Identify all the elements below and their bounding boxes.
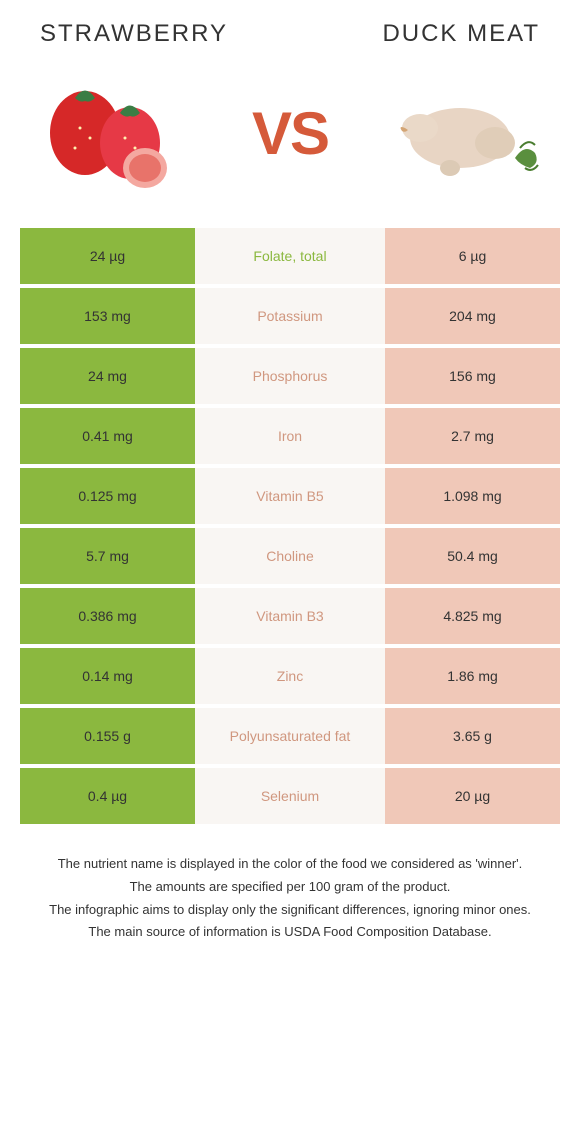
footer-line: The infographic aims to display only the… xyxy=(30,900,550,921)
table-row: 153 mgPotassium204 mg xyxy=(20,288,560,344)
value-right: 50.4 mg xyxy=(385,528,560,584)
nutrient-name: Choline xyxy=(195,528,385,584)
infographic-container: STRAWBERRY DUCK MEAT VS xyxy=(0,0,580,975)
nutrient-name: Potassium xyxy=(195,288,385,344)
nutrient-name: Selenium xyxy=(195,768,385,824)
table-row: 0.155 gPolyunsaturated fat3.65 g xyxy=(20,708,560,764)
footer-notes: The nutrient name is displayed in the co… xyxy=(20,854,560,943)
value-right: 20 µg xyxy=(385,768,560,824)
nutrient-name: Polyunsaturated fat xyxy=(195,708,385,764)
value-right: 6 µg xyxy=(385,228,560,284)
value-right: 4.825 mg xyxy=(385,588,560,644)
table-row: 5.7 mgCholine50.4 mg xyxy=(20,528,560,584)
value-right: 2.7 mg xyxy=(385,408,560,464)
strawberry-image xyxy=(30,68,190,198)
value-right: 1.86 mg xyxy=(385,648,560,704)
vs-label: VS xyxy=(252,99,328,168)
hero-row: VS xyxy=(20,68,560,198)
nutrient-name: Vitamin B5 xyxy=(195,468,385,524)
value-left: 153 mg xyxy=(20,288,195,344)
table-row: 0.386 mgVitamin B34.825 mg xyxy=(20,588,560,644)
value-left: 0.14 mg xyxy=(20,648,195,704)
value-left: 0.4 µg xyxy=(20,768,195,824)
duck-image xyxy=(390,68,550,198)
nutrient-name: Vitamin B3 xyxy=(195,588,385,644)
value-left: 0.41 mg xyxy=(20,408,195,464)
value-left: 0.125 mg xyxy=(20,468,195,524)
nutrient-name: Iron xyxy=(195,408,385,464)
value-left: 0.155 g xyxy=(20,708,195,764)
comparison-table: 24 µgFolate, total6 µg153 mgPotassium204… xyxy=(20,228,560,824)
value-right: 156 mg xyxy=(385,348,560,404)
value-right: 204 mg xyxy=(385,288,560,344)
table-row: 0.41 mgIron2.7 mg xyxy=(20,408,560,464)
value-right: 1.098 mg xyxy=(385,468,560,524)
value-left: 24 mg xyxy=(20,348,195,404)
footer-line: The nutrient name is displayed in the co… xyxy=(30,854,550,875)
nutrient-name: Zinc xyxy=(195,648,385,704)
footer-line: The amounts are specified per 100 gram o… xyxy=(30,877,550,898)
title-right: DUCK MEAT xyxy=(382,20,540,48)
table-row: 0.4 µgSelenium20 µg xyxy=(20,768,560,824)
nutrient-name: Folate, total xyxy=(195,228,385,284)
table-row: 0.125 mgVitamin B51.098 mg xyxy=(20,468,560,524)
table-row: 0.14 mgZinc1.86 mg xyxy=(20,648,560,704)
table-row: 24 µgFolate, total6 µg xyxy=(20,228,560,284)
value-left: 0.386 mg xyxy=(20,588,195,644)
nutrient-name: Phosphorus xyxy=(195,348,385,404)
footer-line: The main source of information is USDA F… xyxy=(30,922,550,943)
value-right: 3.65 g xyxy=(385,708,560,764)
value-left: 5.7 mg xyxy=(20,528,195,584)
value-left: 24 µg xyxy=(20,228,195,284)
title-left: STRAWBERRY xyxy=(40,20,228,48)
title-row: STRAWBERRY DUCK MEAT xyxy=(20,20,560,48)
table-row: 24 mgPhosphorus156 mg xyxy=(20,348,560,404)
